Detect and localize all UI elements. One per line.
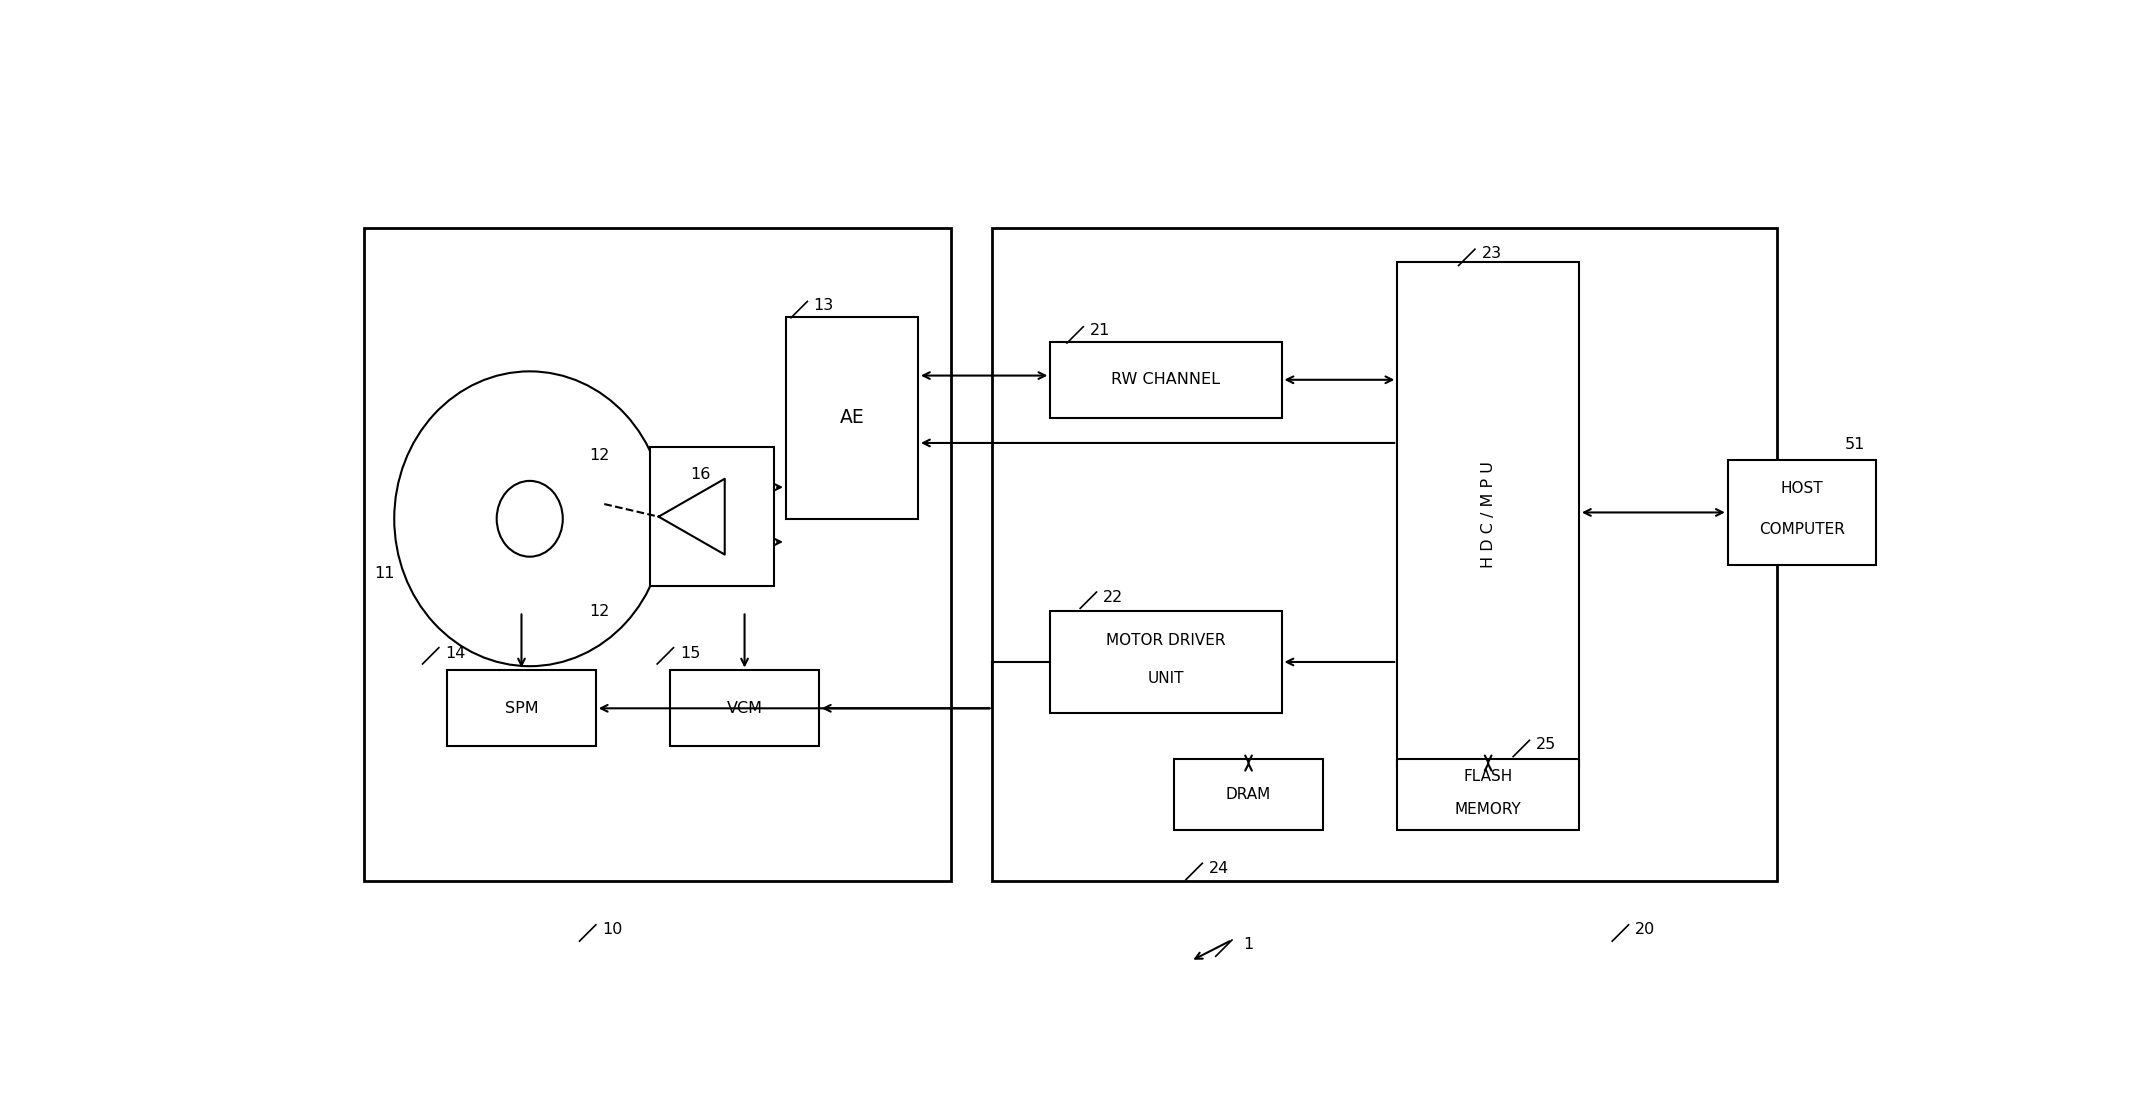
Text: 14: 14	[444, 647, 466, 661]
Ellipse shape	[395, 371, 665, 666]
Bar	[785, 316, 918, 519]
Text: DRAM: DRAM	[1225, 788, 1270, 802]
Text: 15: 15	[680, 647, 700, 661]
Bar	[1049, 341, 1281, 418]
Text: 22: 22	[1103, 590, 1122, 605]
Text: 21: 21	[1090, 324, 1109, 338]
Text: 11: 11	[373, 566, 395, 581]
Text: COMPUTER: COMPUTER	[1760, 522, 1846, 537]
Bar	[991, 229, 1777, 881]
Text: SPM: SPM	[504, 701, 539, 715]
Text: HOST: HOST	[1781, 481, 1824, 497]
Ellipse shape	[496, 481, 562, 557]
Bar	[1397, 759, 1579, 830]
Text: MOTOR DRIVER: MOTOR DRIVER	[1105, 633, 1225, 649]
Bar	[1174, 759, 1322, 830]
Text: FLASH: FLASH	[1464, 769, 1513, 783]
Text: 10: 10	[603, 922, 622, 938]
Text: 24: 24	[1208, 861, 1230, 876]
Bar	[1728, 459, 1876, 566]
Text: 51: 51	[1846, 438, 1865, 452]
Bar	[1049, 612, 1281, 712]
Bar	[670, 671, 820, 746]
Text: 12: 12	[588, 449, 609, 463]
Bar	[1397, 261, 1579, 767]
Text: 25: 25	[1537, 737, 1556, 752]
Text: 23: 23	[1481, 246, 1502, 261]
Text: 20: 20	[1635, 921, 1655, 936]
Bar	[365, 229, 951, 881]
Polygon shape	[659, 479, 725, 555]
Text: 16: 16	[689, 467, 710, 481]
Text: AE: AE	[839, 408, 865, 427]
Text: VCM: VCM	[727, 701, 762, 715]
Bar	[650, 447, 775, 586]
Text: 1: 1	[1243, 936, 1253, 952]
Text: UNIT: UNIT	[1148, 672, 1185, 686]
Bar	[446, 671, 597, 746]
Text: H D C / M P U: H D C / M P U	[1481, 462, 1496, 568]
Text: MEMORY: MEMORY	[1455, 802, 1522, 817]
Text: RW CHANNEL: RW CHANNEL	[1112, 372, 1221, 387]
Text: 12: 12	[588, 604, 609, 619]
Text: 13: 13	[813, 299, 835, 313]
